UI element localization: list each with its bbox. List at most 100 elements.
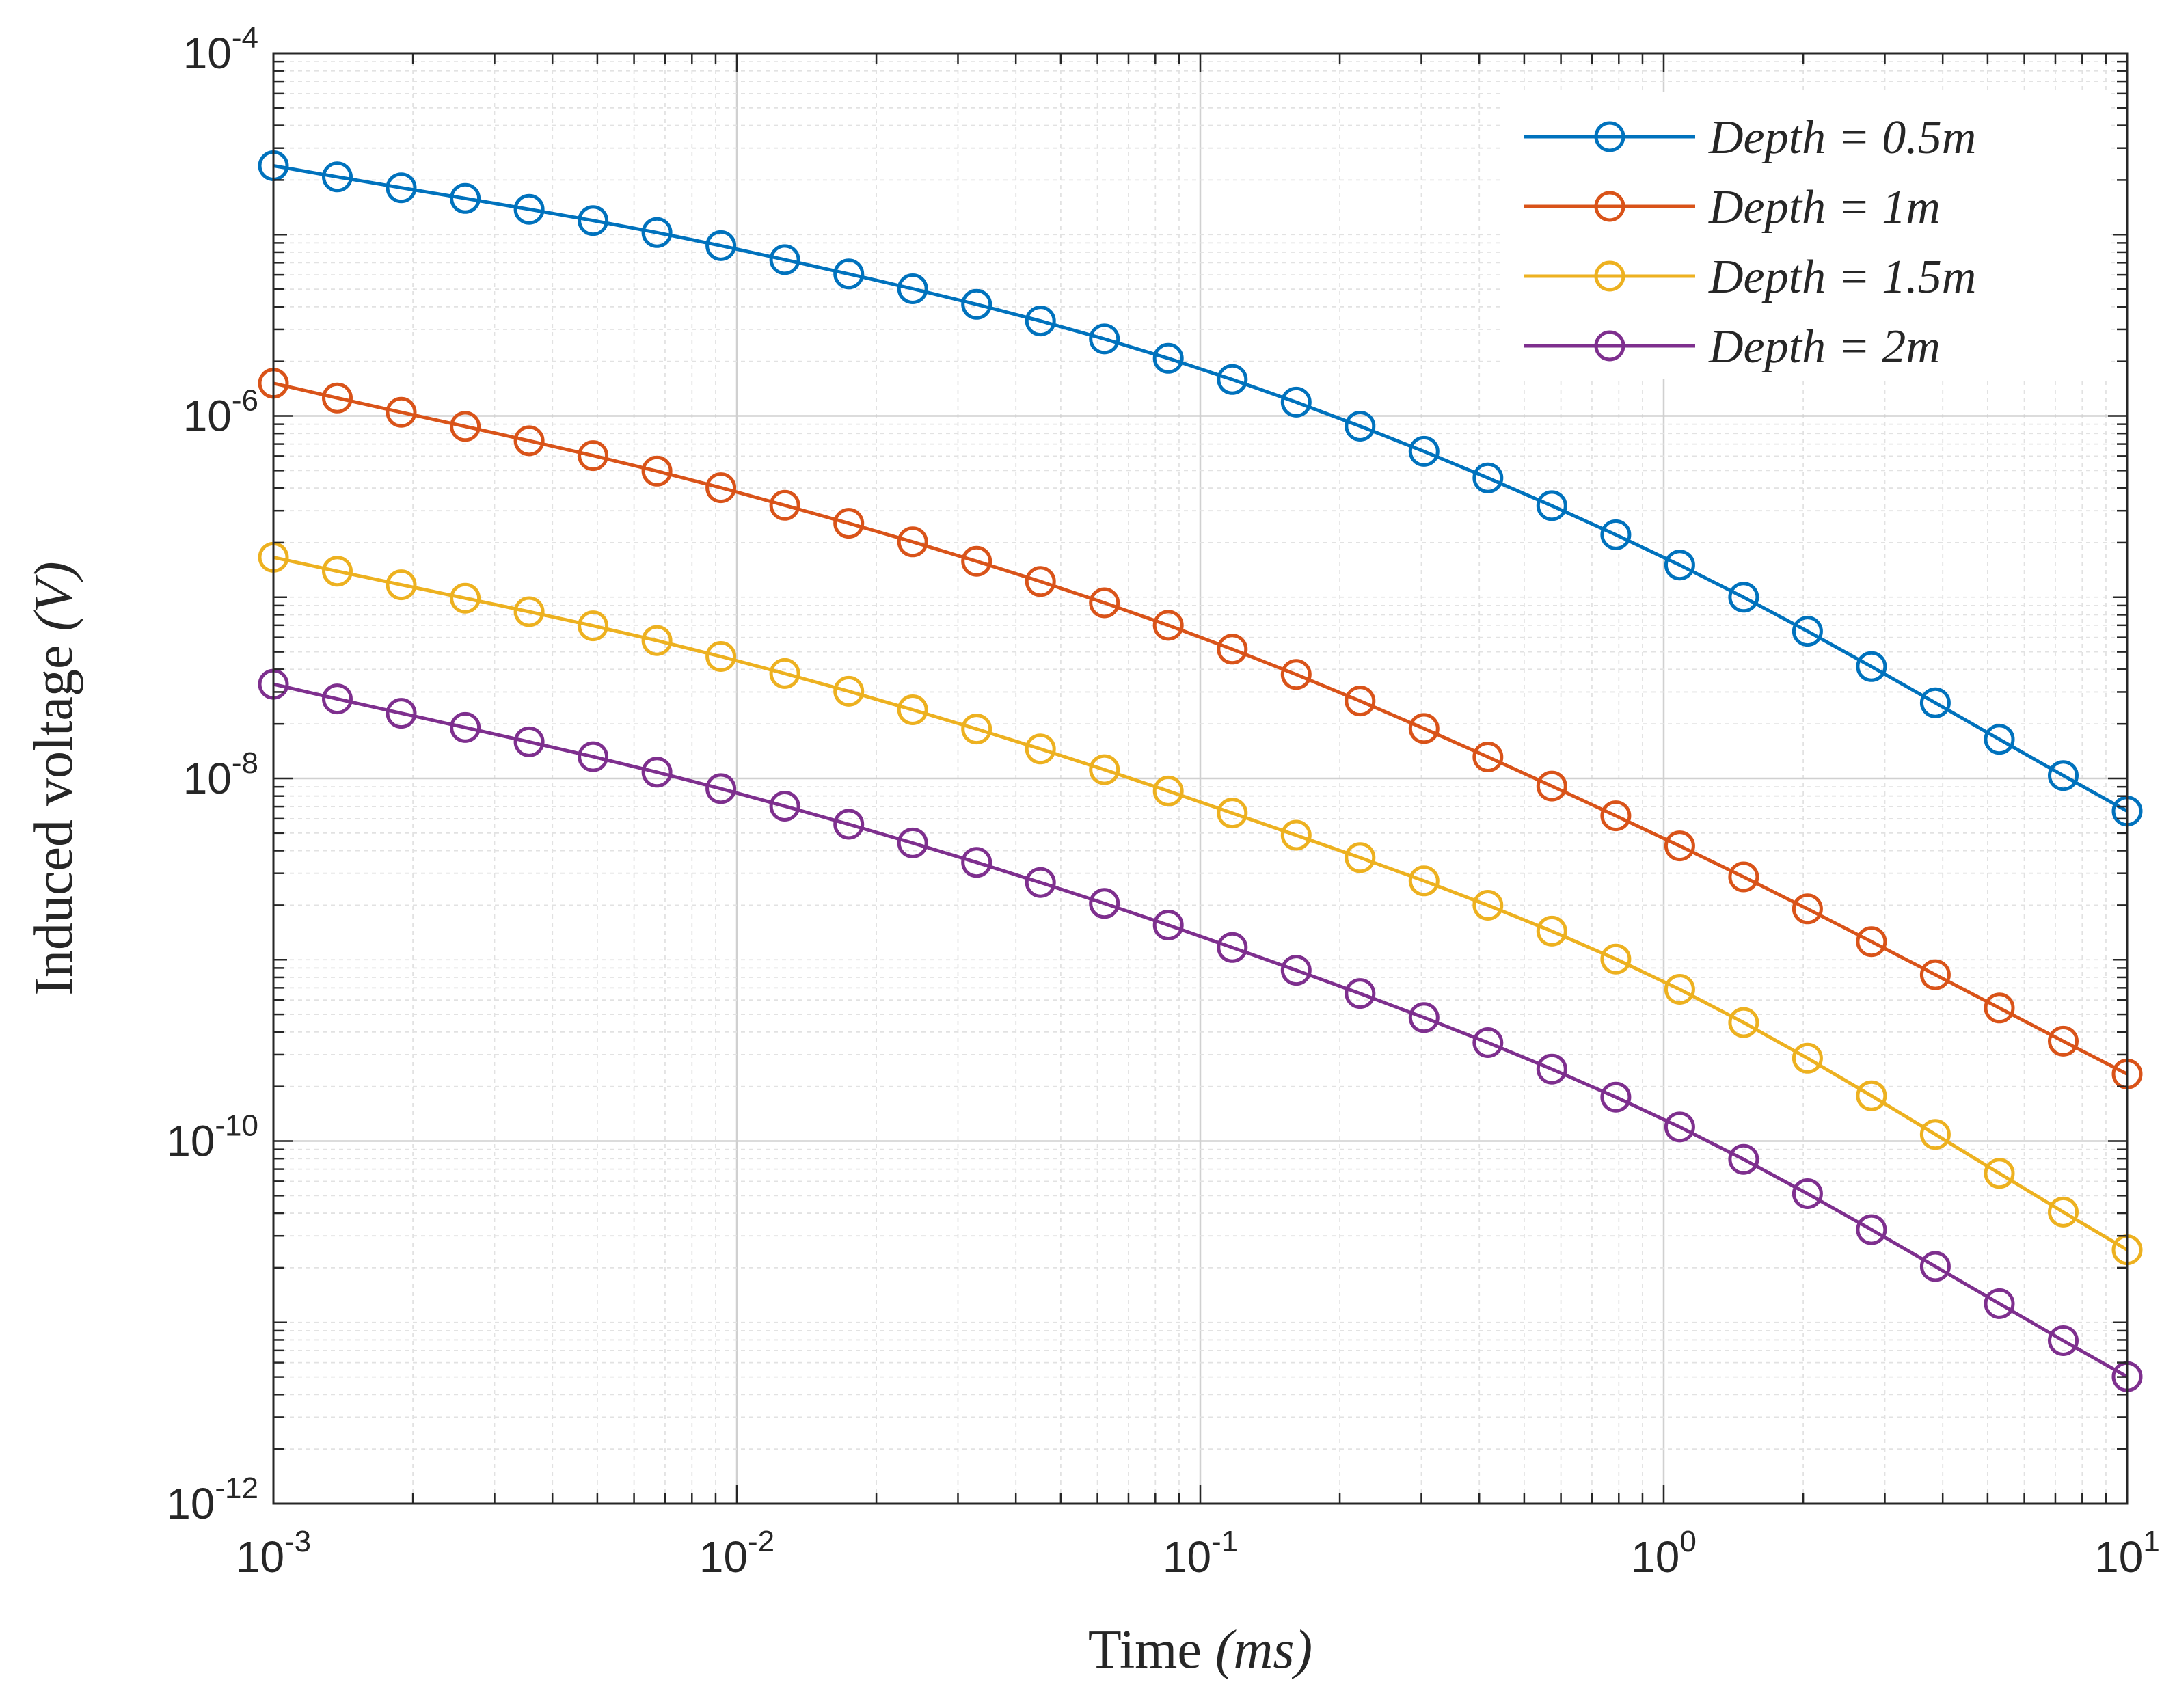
data-point-marker <box>1728 1143 1759 1175</box>
data-point-marker <box>1984 1288 2015 1319</box>
data-point-marker <box>961 288 992 320</box>
data-point-marker <box>1984 724 2015 755</box>
data-point-marker <box>2048 1196 2079 1228</box>
tick-base: 10 <box>183 29 232 78</box>
data-point-marker <box>513 596 545 627</box>
data-point-marker <box>1728 1007 1759 1038</box>
data-point-marker <box>769 244 800 275</box>
tick-base: 10 <box>699 1532 748 1582</box>
y-tick-label: 10-8 <box>183 746 258 803</box>
data-point-marker <box>1600 800 1632 832</box>
legend: Depth = 0.5m Depth = 1m Depth = 1.5m Depth … <box>1500 92 2109 379</box>
data-point-marker <box>833 258 865 290</box>
y-tick-label: 10-12 <box>166 1472 258 1528</box>
tick-exponent: -3 <box>284 1525 311 1558</box>
data-point-marker <box>1664 1111 1695 1143</box>
legend-entry: Depth = 2m <box>1524 321 1941 373</box>
data-point-marker <box>641 757 673 788</box>
data-point-marker <box>1152 775 1184 806</box>
data-point-marker <box>1280 819 1312 851</box>
data-point-marker <box>1600 943 1632 975</box>
x-axis-label-unit: (ms) <box>1215 1620 1312 1680</box>
data-point-marker <box>641 455 673 487</box>
tick-base: 10 <box>166 1117 215 1166</box>
legend-marker <box>1594 260 1625 292</box>
data-point-marker <box>450 182 481 214</box>
data-point-marker <box>1856 1214 1887 1245</box>
data-point-marker <box>1856 1080 1887 1111</box>
tick-exponent: 0 <box>1679 1525 1696 1558</box>
data-point-marker <box>322 556 353 587</box>
data-point-marker <box>1152 910 1184 940</box>
y-tick-label: 10-10 <box>166 1109 258 1166</box>
data-point-marker <box>1919 687 1951 718</box>
data-point-marker <box>1408 1002 1440 1033</box>
data-point-marker <box>833 809 865 840</box>
legend-marker <box>1594 121 1625 152</box>
series-line <box>273 381 2129 1076</box>
tick-base: 10 <box>166 1479 215 1528</box>
data-point-marker <box>705 230 737 261</box>
data-point-marker <box>1792 1178 1823 1209</box>
data-point-marker <box>1280 659 1312 690</box>
legend-entry: Depth = 0.5m <box>1524 111 1976 164</box>
data-point-marker <box>386 172 417 204</box>
data-point-marker <box>2048 1025 2079 1057</box>
data-point-marker <box>1345 842 1376 873</box>
data-point-marker <box>578 205 609 236</box>
data-point-marker <box>450 582 481 614</box>
legend-box <box>1500 92 2109 379</box>
tick-exponent: -8 <box>232 746 258 780</box>
data-point-marker <box>322 161 353 193</box>
legend-label: Depth = 2m <box>1708 321 1941 373</box>
data-point-marker <box>1536 490 1567 521</box>
data-point-marker <box>386 396 417 428</box>
data-point-marker <box>1792 893 1823 925</box>
tick-exponent: -10 <box>215 1109 258 1143</box>
data-point-marker <box>769 489 800 521</box>
data-point-marker <box>1664 830 1695 862</box>
data-point-marker <box>1217 364 1248 395</box>
data-point-marker <box>1472 890 1504 921</box>
data-point-marker <box>1217 932 1248 963</box>
x-tick-label: 100 <box>1631 1525 1697 1582</box>
data-point-marker <box>1728 861 1759 893</box>
legend-marker <box>1594 191 1625 222</box>
data-point-marker <box>769 791 800 822</box>
data-point-marker <box>961 545 992 577</box>
series-layer <box>258 150 2143 1392</box>
y-tick-label: 10-6 <box>183 384 258 441</box>
x-tick-label: 10-1 <box>1163 1525 1238 1582</box>
y-axis-label-unit: (V) <box>24 561 84 631</box>
data-point-marker <box>1472 742 1504 772</box>
data-point-marker <box>513 726 545 757</box>
data-point-marker <box>1856 651 1887 682</box>
legend-marker <box>1594 330 1625 362</box>
data-point-marker <box>1728 582 1759 613</box>
data-point-marker <box>450 411 481 442</box>
x-tick-label: 10-2 <box>699 1525 774 1582</box>
tick-exponent: -6 <box>232 384 258 418</box>
data-point-marker <box>1345 411 1376 442</box>
data-point-marker <box>1600 1081 1632 1113</box>
data-point-marker <box>1536 915 1567 947</box>
data-point-marker <box>1089 323 1120 355</box>
data-point-marker <box>386 698 417 729</box>
x-tick-label: 101 <box>2094 1525 2160 1582</box>
x-tick-label: 10-3 <box>236 1525 311 1582</box>
data-point-marker <box>513 425 545 457</box>
data-point-marker <box>1984 1158 2015 1189</box>
data-point-marker <box>1345 686 1376 717</box>
data-point-marker <box>1280 955 1312 986</box>
data-point-marker <box>1345 978 1376 1009</box>
data-point-marker <box>705 641 737 672</box>
tick-exponent: -4 <box>232 21 258 55</box>
data-point-marker <box>1536 1053 1567 1085</box>
data-point-marker <box>1152 342 1184 374</box>
data-point-marker <box>641 217 673 248</box>
data-point-marker <box>513 193 545 225</box>
data-point-marker <box>1408 713 1440 744</box>
data-point-marker <box>1408 865 1440 897</box>
data-point-marker <box>322 382 353 414</box>
